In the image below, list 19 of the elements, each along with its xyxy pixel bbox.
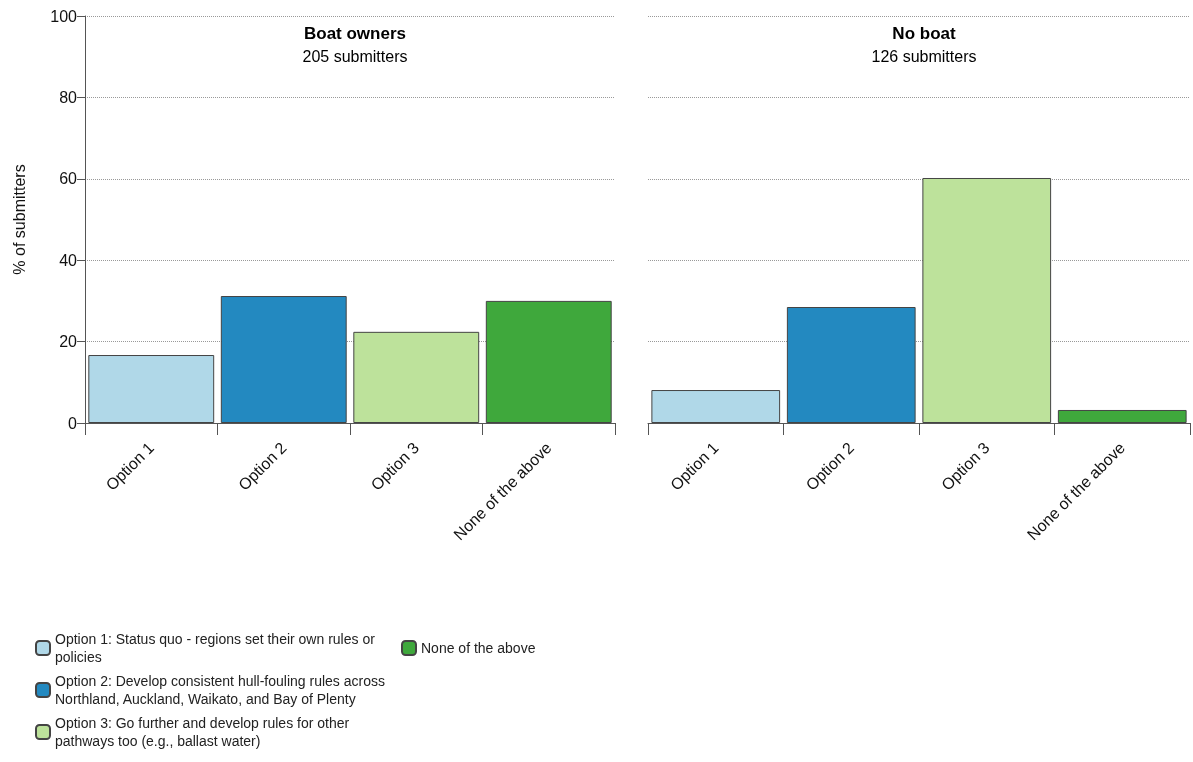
text: Boat owners: [303, 24, 407, 43]
y-tick-label: 100: [50, 7, 78, 25]
bar: [786, 307, 916, 423]
y-tick-label: 20: [59, 333, 78, 351]
text: 205 submitters: [302, 47, 408, 65]
bar: [922, 177, 1052, 423]
y-axis-title: % of submitters: [10, 164, 28, 275]
legend-label: Option 2: Develop consistent hull-fouling rules across Northland, Auckland, Waikato, and Bay of Plenty: [55, 673, 389, 707]
bar: [651, 390, 781, 423]
y-tick-label: 0: [68, 414, 78, 432]
legend-label: None of the above: [421, 640, 536, 656]
y-tick-label: 40: [59, 251, 78, 269]
bar: [1057, 409, 1187, 423]
text: 126 submitters: [871, 47, 977, 65]
legend-label: Option 3: Go further and develop rules for other pathways too (e.g., ballast water): [55, 715, 354, 749]
text: No boat: [892, 24, 956, 43]
y-tick-label: 60: [59, 170, 78, 188]
y-tick-label: 80: [59, 88, 78, 106]
legend-label: Option 1: Status quo - regions set their own rules or policies: [55, 631, 379, 665]
